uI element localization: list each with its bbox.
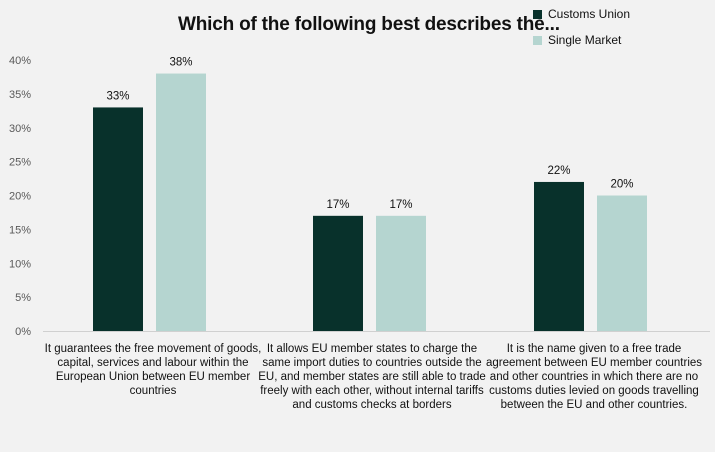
- legend-swatch-customs-union: [533, 9, 542, 19]
- category-label-1: It guarantees the free movement of goods…: [44, 343, 262, 397]
- y-tick-label: 30%: [9, 123, 31, 135]
- bar-customs-union-2[interactable]: [313, 215, 363, 331]
- legend-label-customs-union: Customs Union: [548, 7, 631, 21]
- data-label: 17%: [326, 199, 349, 211]
- data-label: 17%: [389, 199, 412, 211]
- y-tick-label: 5%: [15, 292, 31, 304]
- bar-customs-union-1[interactable]: [93, 107, 143, 331]
- legend-label-single-market: Single Market: [548, 33, 622, 47]
- data-label: 20%: [610, 179, 633, 191]
- y-tick-label: 10%: [9, 258, 31, 270]
- y-tick-label: 20%: [9, 191, 31, 203]
- category-label-3: It is the name given to a free trade agr…: [485, 343, 703, 411]
- legend-item-customs-union[interactable]: Customs Union: [533, 7, 630, 21]
- legend-item-single-market[interactable]: Single Market: [533, 33, 630, 47]
- chart-title: Which of the following best describes th…: [178, 14, 560, 35]
- bar-single-market-2[interactable]: [376, 215, 426, 331]
- bar-single-market-3[interactable]: [597, 195, 647, 332]
- y-tick-label: 0%: [15, 326, 31, 338]
- bar-customs-union-3[interactable]: [534, 181, 584, 331]
- legend-swatch-single-market: [533, 35, 542, 45]
- legend: Customs Union Single Market: [533, 7, 630, 59]
- category-label-2: It allows EU member states to charge the…: [258, 343, 486, 411]
- data-label: 22%: [547, 165, 570, 177]
- bar-single-market-1[interactable]: [156, 73, 206, 332]
- y-tick-label: 40%: [9, 55, 31, 67]
- y-tick-label: 35%: [9, 89, 31, 101]
- y-tick-label: 25%: [9, 157, 31, 169]
- y-tick-label: 15%: [9, 224, 31, 236]
- data-label: 38%: [169, 57, 192, 69]
- data-label: 33%: [106, 90, 129, 102]
